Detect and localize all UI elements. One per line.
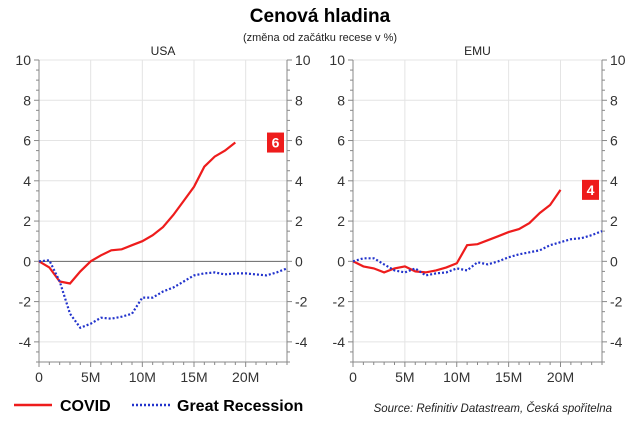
panel-title: EMU (464, 44, 491, 58)
y-tick-label-left: 8 (337, 92, 345, 108)
y-tick-label-right: 4 (610, 173, 618, 189)
legend-covid-label: COVID (60, 398, 111, 415)
y-tick-label-right: 10 (295, 52, 311, 68)
series-line-great-recession (38, 259, 288, 330)
y-tick-label-left: -2 (333, 294, 346, 310)
y-tick-label-right: 2 (610, 213, 618, 229)
legend: COVID Great Recession (14, 398, 303, 415)
y-tick-label-right: 8 (610, 92, 618, 108)
y-tick-label-left: 2 (337, 213, 345, 229)
y-tick-label-left: 8 (23, 92, 31, 108)
last-value-label: 6 (272, 135, 280, 151)
x-tick-label: 0 (35, 369, 43, 385)
series-line-covid (352, 189, 562, 274)
y-tick-label-left: 4 (23, 173, 31, 189)
y-tick-label-left: 0 (23, 253, 31, 269)
x-tick-label: 5M (395, 369, 414, 385)
legend-great-recession-label: Great Recession (177, 398, 303, 415)
series-line-great-recession (352, 230, 603, 277)
y-tick-label-right: 4 (295, 173, 303, 189)
y-tick-label-right: 10 (610, 52, 626, 68)
y-tick-label-right: 0 (610, 253, 618, 269)
y-tick-label-right: -4 (610, 334, 623, 350)
y-tick-label-right: 6 (610, 133, 618, 149)
y-tick-label-left: -4 (333, 334, 346, 350)
x-tick-label: 15M (495, 369, 522, 385)
y-tick-label-right: -2 (610, 294, 623, 310)
y-tick-label-left: 10 (15, 52, 31, 68)
x-tick-label: 20M (547, 369, 574, 385)
y-tick-label-right: -2 (295, 294, 308, 310)
y-tick-label-left: 4 (337, 173, 345, 189)
x-tick-label: 10M (129, 369, 156, 385)
x-tick-label: 0 (349, 369, 357, 385)
x-tick-label: 10M (443, 369, 470, 385)
y-tick-label-right: 6 (295, 133, 303, 149)
y-tick-label-left: 6 (337, 133, 345, 149)
source-note: Source: Refinitiv Datastream, Česká spoř… (374, 402, 612, 415)
y-tick-label-left: 10 (329, 52, 345, 68)
panel-title: USA (151, 44, 176, 58)
last-value-badge (267, 132, 284, 153)
y-tick-label-left: 0 (337, 253, 345, 269)
last-value-label: 4 (587, 182, 595, 198)
y-tick-label-left: -2 (19, 294, 32, 310)
chart-subtitle: (změna od začátku recese v %) (243, 32, 397, 44)
y-tick-label-left: 6 (23, 133, 31, 149)
y-tick-label-right: 2 (295, 213, 303, 229)
series-line-covid (38, 141, 236, 285)
last-value-badge (582, 179, 599, 200)
y-tick-label-left: -4 (19, 334, 32, 350)
x-tick-label: 20M (232, 369, 259, 385)
y-tick-label-right: 0 (295, 253, 303, 269)
y-tick-label-right: -4 (295, 334, 308, 350)
chart-title: Cenová hladina (250, 6, 391, 27)
y-tick-label-left: 2 (23, 213, 31, 229)
x-tick-label: 5M (81, 369, 100, 385)
y-tick-label-right: 8 (295, 92, 303, 108)
x-tick-label: 15M (180, 369, 207, 385)
